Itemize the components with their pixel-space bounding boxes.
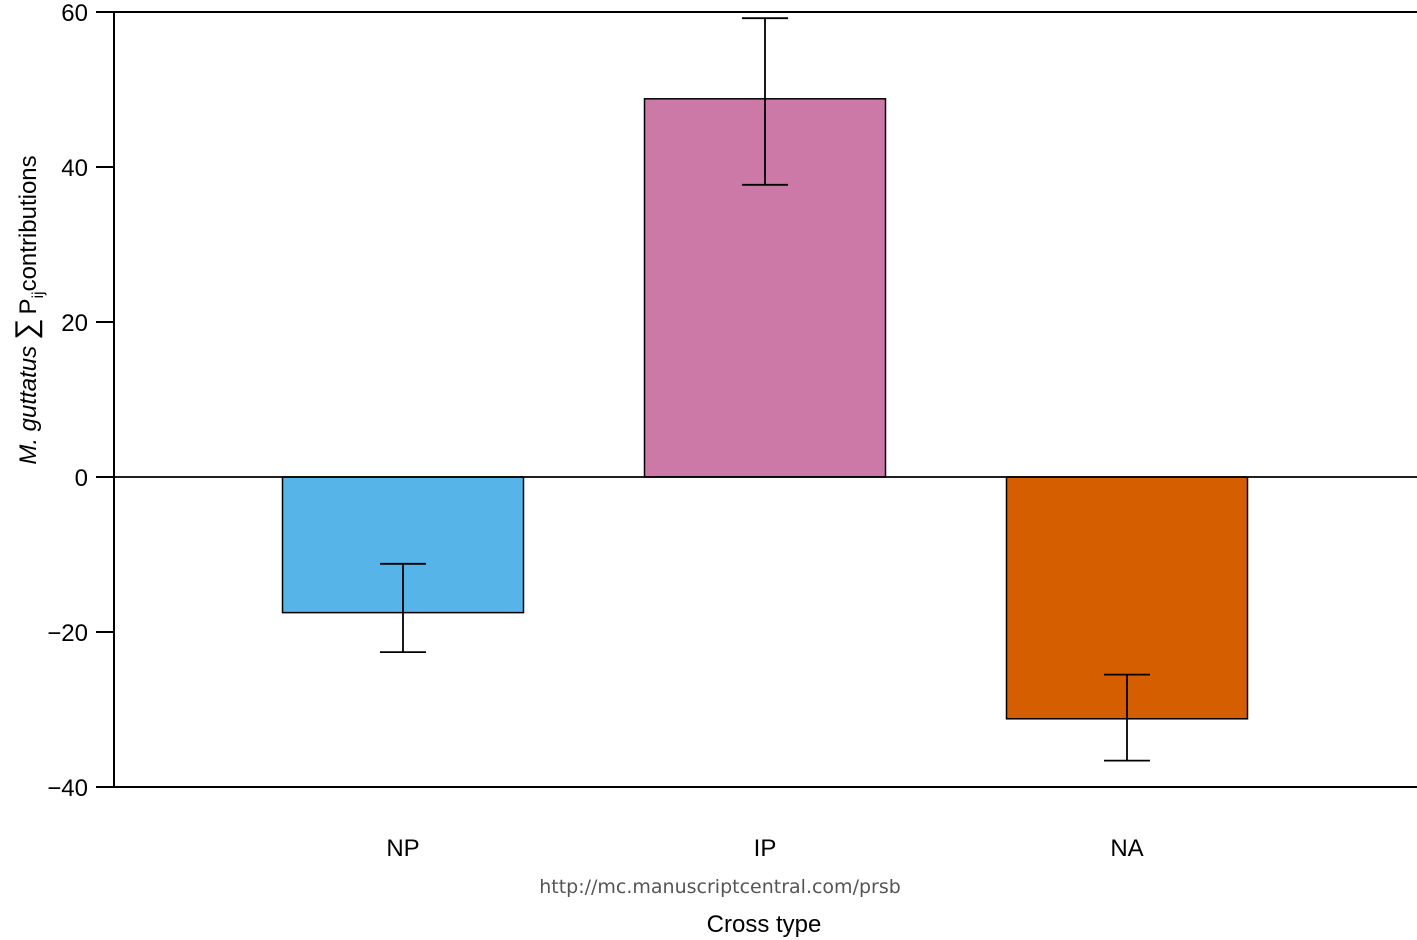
y-axis: −40 −20 0 20 40 60 — [47, 0, 115, 802]
x-tick-label-2: NA — [1110, 835, 1143, 862]
x-tick-label-1: IP — [754, 835, 777, 862]
y-tick-label-4: 40 — [61, 155, 88, 182]
y-tick-label-2: 0 — [75, 465, 88, 492]
y-tick-label-0: −40 — [47, 775, 88, 802]
y-tick-label-5: 60 — [61, 0, 88, 27]
bars — [114, 98, 1417, 720]
watermark-url: http://mc.manuscriptcentral.com/prsb — [539, 876, 901, 898]
x-tick-label-0: NP — [386, 835, 419, 862]
y-tick-label-1: −20 — [47, 620, 88, 647]
x-axis-label: Cross type — [707, 911, 822, 938]
x-tick-labels: NP IP NA — [386, 835, 1143, 862]
y-axis-label: M. guttatus∑Pijcontributions — [10, 155, 47, 464]
error-bars — [380, 17, 1150, 762]
y-tick-label-3: 20 — [61, 310, 88, 337]
plot-frame — [114, 11, 1417, 788]
